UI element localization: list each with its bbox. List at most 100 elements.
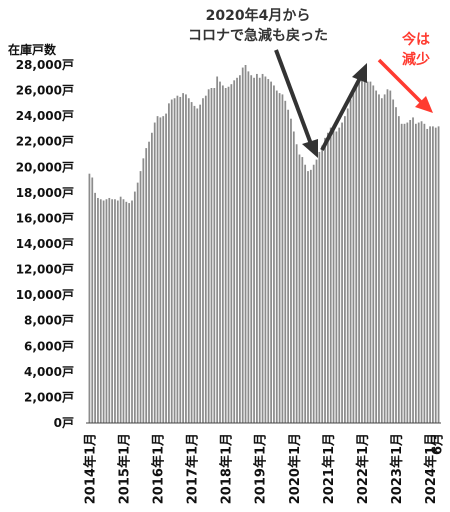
bar [185, 94, 187, 423]
bar [190, 102, 193, 423]
bar [335, 131, 338, 424]
bar [273, 85, 275, 424]
y-tick-label: 20,000戸 [16, 160, 74, 174]
bar [159, 117, 162, 424]
bar [270, 81, 272, 424]
bar [168, 103, 170, 424]
bar [221, 85, 224, 424]
bar [414, 123, 417, 423]
bar [417, 122, 420, 423]
bar [281, 94, 284, 423]
bar [165, 113, 167, 423]
x-tick-label: 2024年1月 [423, 433, 439, 504]
bar [111, 199, 114, 423]
bar [369, 81, 372, 424]
y-axis-label: 在庫戸数 [8, 42, 57, 57]
bar [105, 199, 108, 423]
bar [108, 197, 111, 423]
bar [196, 108, 199, 423]
bar [227, 86, 230, 424]
bar [392, 99, 395, 424]
arrow-down-red-head [415, 96, 433, 113]
bar [142, 158, 145, 423]
bar [332, 130, 335, 423]
bar [403, 123, 406, 423]
bar [378, 94, 380, 423]
bar [267, 79, 270, 423]
y-tick-label: 10,000戸 [16, 288, 74, 302]
bar [321, 145, 324, 424]
bar [207, 89, 210, 423]
y-tick-label: 26,000戸 [16, 84, 74, 98]
bar [295, 144, 298, 423]
y-tick-label: 18,000戸 [16, 186, 74, 200]
bar [136, 182, 139, 423]
bar [344, 116, 346, 423]
bar [406, 122, 409, 423]
bar [307, 171, 309, 423]
bar [176, 95, 179, 423]
annotation-decrease-line2: 減少 [402, 51, 430, 68]
bar [219, 81, 221, 424]
bar [329, 127, 332, 424]
y-ticks: 0戸 2,000戸 4,000戸 6,000戸 8,000戸 10,000戸 12,000戸… [16, 58, 74, 430]
y-tick-label: 4,000戸 [24, 365, 74, 379]
bar [434, 127, 437, 424]
bar [258, 77, 261, 423]
bar [278, 93, 281, 423]
bar [309, 169, 312, 423]
bar [238, 75, 241, 423]
y-tick-label: 12,000戸 [16, 263, 74, 277]
bar [199, 104, 202, 423]
bar [122, 199, 125, 423]
bar [355, 82, 358, 424]
bar [301, 157, 304, 423]
y-tick-label: 0戸 [54, 416, 74, 430]
bar [383, 94, 386, 423]
y-tick-label: 14,000戸 [16, 237, 74, 251]
bar [318, 151, 321, 423]
bar [429, 126, 431, 424]
bar [298, 154, 301, 423]
bar [346, 108, 349, 423]
arrow-down-red [377, 58, 424, 105]
bar [361, 77, 363, 423]
bar [204, 95, 207, 423]
bar [366, 81, 369, 424]
bar [372, 85, 375, 424]
bar [389, 90, 392, 423]
bar [131, 200, 133, 423]
bar [338, 127, 341, 424]
bar [139, 171, 142, 423]
y-tick-label: 24,000戸 [16, 109, 74, 123]
bar [358, 79, 360, 423]
bar [397, 116, 400, 423]
bar [241, 67, 244, 423]
bar [426, 128, 429, 423]
y-tick-label: 28,000戸 [16, 58, 74, 72]
bar [244, 65, 247, 423]
y-tick-label: 16,000戸 [16, 211, 74, 225]
bar [324, 137, 326, 423]
annotation-decrease-line1: 今は [401, 31, 430, 48]
arrow-up-dark [320, 77, 362, 151]
bar [247, 71, 250, 423]
bar [213, 88, 216, 423]
x-tick-label: 2019年1月 [253, 433, 269, 504]
x-tick-label: 2023年1月 [389, 433, 405, 504]
bar [114, 199, 116, 423]
bar [133, 191, 136, 423]
bar [256, 73, 258, 423]
bar [99, 199, 102, 423]
bar [125, 201, 128, 423]
bar [352, 88, 355, 423]
bar [156, 116, 159, 423]
bar [341, 122, 343, 423]
bar [236, 77, 238, 423]
y-tick-label: 8,000戸 [24, 314, 74, 328]
arrow-down-dark-head [302, 139, 318, 158]
x-tick-label: 2022年1月 [355, 433, 371, 504]
bar [275, 90, 278, 423]
bar [304, 164, 307, 424]
bar [386, 89, 389, 423]
